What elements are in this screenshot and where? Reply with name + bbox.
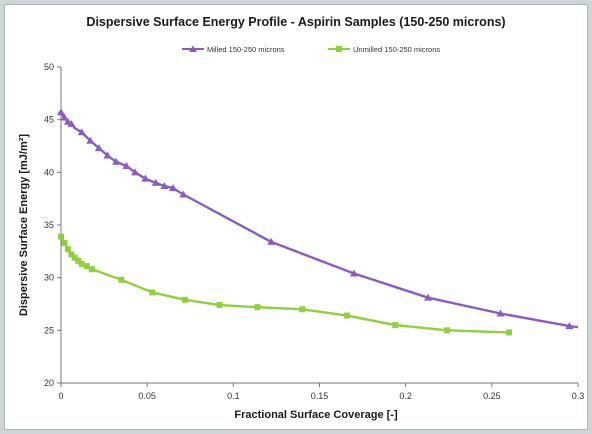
y-tick-label: 20 (44, 378, 54, 388)
chart-title: Dispersive Surface Energy Profile - Aspi… (86, 15, 505, 29)
x-tick-label: 0.05 (138, 391, 156, 401)
data-point-unmilled (64, 246, 71, 253)
data-point-milled (179, 190, 188, 198)
data-point-milled (67, 119, 76, 127)
data-point-milled (112, 157, 121, 165)
x-axis-label: Fractional Surface Coverage [-] (234, 409, 398, 421)
data-point-milled (86, 136, 95, 144)
data-point-milled (424, 293, 433, 301)
y-axis-label: Dispersive Surface Energy [mJ/m²] (18, 134, 30, 317)
data-point-milled (169, 184, 178, 192)
data-point-milled (565, 322, 574, 330)
data-point-unmilled (299, 306, 306, 313)
data-point-milled (77, 128, 86, 136)
data-point-unmilled (392, 322, 399, 329)
data-point-unmilled (344, 312, 351, 319)
legend-label-unmilled: Unmilled 150-250 microns (353, 45, 440, 54)
y-tick-label: 25 (44, 325, 54, 335)
x-tick-label: 0.1 (227, 391, 240, 401)
series-line-milled (59, 111, 579, 329)
data-point-unmilled (182, 296, 189, 303)
data-point-milled (60, 113, 69, 121)
series-layer (57, 108, 579, 336)
data-point-milled (151, 178, 160, 186)
data-point-unmilled (216, 302, 223, 309)
data-point-unmilled (61, 239, 68, 246)
legend-marker-unmilled (336, 46, 342, 52)
x-tick-label: 0.25 (483, 391, 501, 401)
y-tick-label: 40 (44, 167, 54, 177)
y-tick-label: 35 (44, 220, 54, 230)
x-tick-label: 0.2 (399, 391, 412, 401)
x-tick-label: 0.15 (311, 391, 329, 401)
data-point-milled (349, 269, 358, 277)
data-point-unmilled (444, 327, 451, 334)
data-point-unmilled (58, 233, 64, 240)
data-point-milled (496, 309, 505, 317)
data-point-milled (57, 108, 65, 116)
data-point-unmilled (68, 251, 75, 258)
data-point-milled (103, 151, 112, 159)
legend-label-milled: Milled 150-250 microns (207, 45, 285, 54)
legend-marker-milled (189, 45, 197, 52)
data-point-unmilled (506, 329, 513, 336)
data-point-milled (141, 174, 150, 182)
legend: Milled 150-250 microns Unmilled 150-250 … (182, 45, 440, 54)
x-tick-label: 0 (58, 391, 63, 401)
y-tick-label: 50 (44, 62, 54, 72)
data-point-milled (160, 182, 169, 190)
chart-frame (4, 4, 588, 430)
data-point-unmilled (118, 276, 125, 283)
data-point-unmilled (75, 257, 82, 264)
x-tick-label: 0.3 (572, 391, 585, 401)
data-point-milled (122, 162, 131, 170)
y-tick-group: 20 25 30 35 40 45 50 (44, 62, 61, 388)
data-point-unmilled (89, 266, 96, 273)
data-point-unmilled (83, 263, 90, 270)
series-line-unmilled (59, 236, 510, 334)
data-point-unmilled (149, 289, 156, 296)
data-point-milled (267, 237, 276, 245)
x-tick-group: 0 0.05 0.1 0.15 0.2 0.25 0.3 (58, 383, 584, 401)
y-tick-label: 45 (44, 115, 54, 125)
data-point-milled (94, 144, 103, 152)
data-point-unmilled (254, 304, 261, 311)
data-point-unmilled (78, 260, 85, 267)
data-point-milled (131, 168, 140, 176)
y-tick-label: 30 (44, 273, 54, 283)
data-point-unmilled (71, 254, 78, 261)
